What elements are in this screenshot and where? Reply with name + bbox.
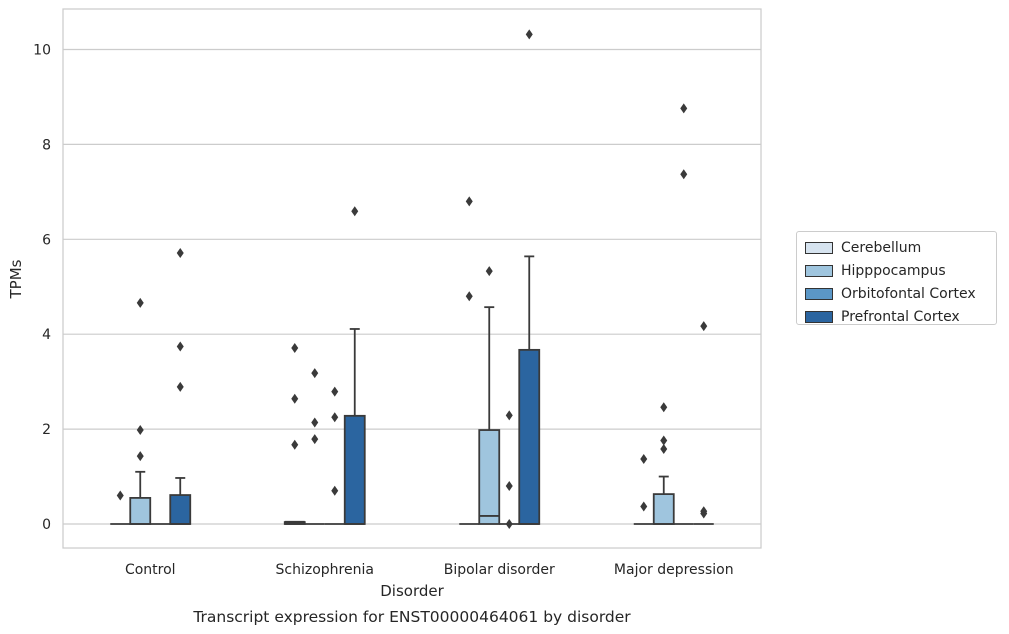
outliers	[116, 29, 708, 529]
outlier-point	[680, 169, 688, 180]
outlier-point	[116, 490, 124, 501]
legend-swatch	[805, 264, 833, 277]
outlier-point	[660, 435, 668, 446]
box	[169, 494, 192, 525]
outlier-point	[291, 439, 299, 450]
y-tick-label: 6	[42, 232, 51, 248]
gridlines	[63, 48, 761, 525]
legend-swatch	[805, 241, 833, 254]
outlier-point	[331, 485, 339, 496]
legend-label: Orbitofontal Cortex	[841, 285, 976, 302]
box	[129, 497, 152, 525]
outlier-point	[331, 412, 339, 423]
outlier-point	[311, 434, 319, 445]
box	[343, 414, 366, 525]
x-tick-label: Major depression	[614, 562, 734, 578]
outlier-point	[505, 519, 513, 529]
legend-swatch	[805, 287, 833, 300]
outlier-point	[700, 321, 708, 332]
legend-item-hippocampus: Hipppocampus	[805, 259, 996, 282]
boxes	[110, 255, 714, 525]
outlier-point	[525, 29, 533, 40]
legend-label: Prefrontal Cortex	[841, 308, 960, 325]
outlier-point	[176, 381, 184, 392]
box	[518, 348, 541, 525]
outlier-point	[700, 506, 708, 517]
box	[652, 493, 675, 525]
outlier-point	[176, 341, 184, 352]
outlier-point	[331, 386, 339, 397]
plot-frame	[62, 8, 762, 549]
box	[478, 429, 501, 525]
y-tick-label: 2	[42, 422, 51, 438]
legend-item-cerebellum: Cerebellum	[805, 236, 996, 259]
outlier-point	[505, 481, 513, 492]
outlier-point	[660, 402, 668, 413]
outlier-point	[351, 206, 359, 217]
x-tick-label: Control	[125, 562, 176, 578]
outlier-point	[136, 425, 144, 436]
y-tick-label: 10	[33, 43, 51, 59]
legend-label: Cerebellum	[841, 239, 922, 256]
outlier-point	[485, 266, 493, 277]
x-axis-label: Disorder	[380, 582, 444, 600]
outlier-point	[311, 417, 319, 428]
y-tick-labels: 0 2 4 6 8 10	[33, 43, 51, 534]
legend-swatch	[805, 310, 833, 323]
y-axis-label: TPMs	[7, 259, 25, 299]
y-tick-label: 4	[42, 327, 51, 343]
outlier-point	[640, 453, 648, 464]
legend-item-orbitofrontal-cortex: Orbitofontal Cortex	[805, 282, 996, 305]
legend-label: Hipppocampus	[841, 262, 946, 279]
y-tick-label: 8	[42, 137, 51, 153]
outlier-point	[465, 291, 473, 302]
legend-item-prefrontal-cortex: Prefrontal Cortex	[805, 305, 996, 328]
x-tick-label: Bipolar disorder	[444, 562, 555, 578]
outlier-point	[136, 451, 144, 462]
outlier-point	[136, 297, 144, 308]
outlier-point	[640, 501, 648, 512]
outlier-point	[680, 103, 688, 114]
outlier-point	[176, 248, 184, 259]
outlier-point	[291, 393, 299, 404]
x-tick-label: Schizophrenia	[276, 562, 374, 578]
legend: Cerebellum Hipppocampus Orbitofontal Cor…	[796, 231, 997, 325]
y-tick-label: 0	[42, 517, 51, 533]
x-tick-labels: Control Schizophrenia Bipolar disorder Majo…	[125, 562, 734, 578]
outlier-point	[465, 196, 473, 207]
outlier-point	[311, 368, 319, 379]
outlier-point	[291, 342, 299, 353]
chart-title: Transcript expression for ENST0000046406…	[192, 608, 631, 626]
outlier-point	[660, 444, 668, 455]
outlier-point	[505, 410, 513, 421]
